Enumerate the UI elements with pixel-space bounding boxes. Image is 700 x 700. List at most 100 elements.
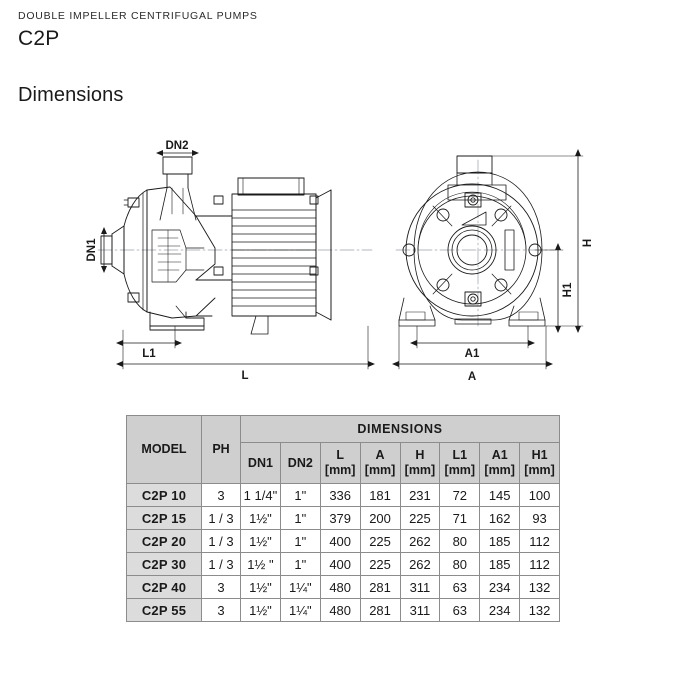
pump-side-view-geometry (97, 150, 375, 370)
column-header-h: H [mm] (399, 442, 441, 484)
cell-ph: 3 (201, 575, 241, 599)
column-header-a: A [mm] (359, 442, 401, 484)
cell-h1: 100 (519, 483, 560, 507)
cell-dn1: 1½" (240, 575, 281, 599)
table-body: C2P 10 3 1 1/4" 1" 336 181 231 72 145 100 C2P 15 1 … (126, 483, 560, 622)
cell-l: 336 (319, 483, 361, 507)
column-header-l1-unit: [mm] (444, 463, 476, 477)
page-title: C2P (18, 27, 60, 50)
cell-model: C2P 55 (126, 598, 202, 622)
table-row: C2P 15 1 / 3 1½" 1" 379 200 225 71 162 93 (126, 506, 560, 530)
column-header-dn1: DN1 (240, 442, 281, 484)
cell-l1: 80 (439, 529, 481, 553)
cell-model: C2P 20 (126, 529, 202, 553)
table-row: C2P 10 3 1 1/4" 1" 336 181 231 72 145 100 (126, 483, 560, 507)
cell-ph: 3 (201, 483, 241, 507)
cell-a1: 234 (479, 575, 521, 599)
drawings-svg: DN2 DN1 L1 L A1 A H H1 (86, 140, 594, 383)
technical-drawings: DN2 DN1 L1 L A1 A H H1 (0, 130, 700, 395)
column-header-l-unit: [mm] (324, 463, 356, 477)
cell-dn1: 1 1/4" (240, 483, 281, 507)
label-dn2: DN2 (165, 140, 188, 152)
cell-model: C2P 15 (126, 506, 202, 530)
table-row: C2P 30 1 / 3 1½ " 1" 400 225 262 80 185 112 (126, 552, 560, 576)
column-header-h1-name: H1 (531, 448, 548, 463)
cell-a: 281 (359, 575, 401, 599)
cell-dn2: 1" (279, 529, 321, 553)
cell-l: 480 (319, 598, 361, 622)
column-header-model: MODEL (126, 415, 202, 484)
cell-a1: 185 (479, 529, 521, 553)
cell-l1: 72 (439, 483, 481, 507)
product-category-label: DOUBLE IMPELLER CENTRIFUGAL PUMPS (18, 10, 258, 22)
label-h1: H1 (562, 282, 574, 297)
pump-front-view-geometry (392, 149, 584, 370)
cell-h1: 132 (519, 598, 560, 622)
column-header-l1-name: L1 (452, 448, 468, 463)
cell-dn1: 1½" (240, 506, 281, 530)
label-a1: A1 (465, 348, 480, 360)
column-header-l-name: L (336, 448, 344, 463)
column-header-a1: A1 [mm] (479, 442, 521, 484)
table-header-row-group: MODEL PH DIMENSIONS (126, 415, 560, 484)
cell-a: 225 (359, 552, 401, 576)
cell-a1: 145 (479, 483, 521, 507)
column-header-a-unit: [mm] (364, 463, 396, 477)
cell-dn1: 1½" (240, 529, 281, 553)
cell-ph: 1 / 3 (201, 529, 241, 553)
cell-ph: 1 / 3 (201, 552, 241, 576)
column-header-h1: H1 [mm] (519, 442, 560, 484)
cell-l: 400 (319, 552, 361, 576)
cell-dn2: 1¼" (279, 575, 321, 599)
cell-l: 480 (319, 575, 361, 599)
cell-a: 225 (359, 529, 401, 553)
cell-h1: 112 (519, 552, 560, 576)
cell-dn2: 1" (279, 483, 321, 507)
label-l1: L1 (142, 348, 156, 360)
cell-a1: 185 (479, 552, 521, 576)
cell-l1: 71 (439, 506, 481, 530)
column-header-h-name: H (415, 448, 425, 463)
cell-ph: 3 (201, 598, 241, 622)
cell-l1: 80 (439, 552, 481, 576)
cell-l: 400 (319, 529, 361, 553)
cell-a: 200 (359, 506, 401, 530)
cell-dn2: 1" (279, 506, 321, 530)
cell-a: 181 (359, 483, 401, 507)
section-heading-dimensions: Dimensions (18, 84, 124, 106)
dimensions-table-container: MODEL PH DIMENSIONS DN1 DN2 L [mm] A [mm… (126, 415, 560, 622)
page-header: DOUBLE IMPELLER CENTRIFUGAL PUMPS C2P (18, 10, 258, 51)
cell-h: 225 (399, 506, 441, 530)
cell-model: C2P 40 (126, 575, 202, 599)
cell-h: 231 (399, 483, 441, 507)
cell-l: 379 (319, 506, 361, 530)
column-header-dn2: DN2 (279, 442, 321, 484)
cell-h: 311 (399, 598, 441, 622)
cell-l1: 63 (439, 598, 481, 622)
cell-h1: 93 (519, 506, 560, 530)
column-header-l1: L1 [mm] (439, 442, 481, 484)
column-header-a1-name: A1 (491, 448, 508, 463)
cell-a1: 162 (479, 506, 521, 530)
column-header-h1-unit: [mm] (524, 463, 555, 477)
label-h: H (582, 239, 594, 247)
label-dn1: DN1 (86, 238, 98, 262)
cell-a1: 234 (479, 598, 521, 622)
table-header-row-sub: DN1 DN2 L [mm] A [mm] H [mm] L1 [mm] (127, 442, 560, 484)
cell-dn2: 1" (279, 552, 321, 576)
dimensions-table: MODEL PH DIMENSIONS DN1 DN2 L [mm] A [mm… (126, 415, 560, 622)
cell-h1: 132 (519, 575, 560, 599)
cell-dn1: 1½ " (240, 552, 281, 576)
cell-h1: 112 (519, 529, 560, 553)
label-l: L (241, 370, 248, 382)
column-header-h-unit: [mm] (404, 463, 436, 477)
cell-h: 311 (399, 575, 441, 599)
cell-a: 281 (359, 598, 401, 622)
cell-ph: 1 / 3 (201, 506, 241, 530)
cell-model: C2P 30 (126, 552, 202, 576)
cell-h: 262 (399, 552, 441, 576)
label-a: A (468, 371, 476, 383)
table-row: C2P 20 1 / 3 1½" 1" 400 225 262 80 185 112 (126, 529, 560, 553)
cell-l1: 63 (439, 575, 481, 599)
column-header-a1-unit: [mm] (484, 463, 515, 477)
